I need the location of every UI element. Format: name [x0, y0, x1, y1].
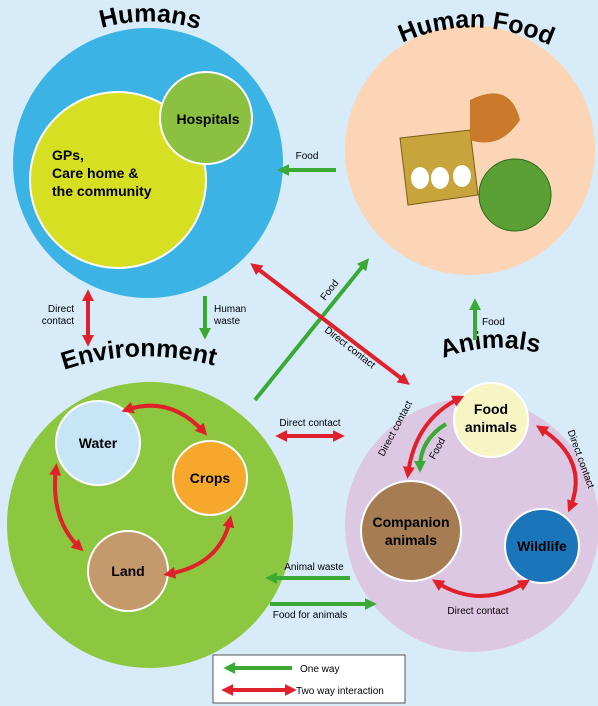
food-animals-line: animals [465, 419, 517, 435]
environment-title-path: Environment [58, 334, 221, 375]
label-line: Human [214, 304, 246, 315]
legend: One way Two way interaction [213, 655, 405, 703]
legend-label: Two way interaction [296, 686, 384, 697]
arrow [255, 262, 366, 400]
arrow-label: Direct contact [447, 606, 508, 617]
animals-title: Animals [436, 325, 543, 363]
food-animals-line: Food [474, 401, 508, 417]
environment-circle [7, 382, 293, 668]
animals-title-path: Animals [436, 325, 543, 363]
label-line: Direct [48, 304, 74, 315]
label-line: contact [42, 316, 74, 327]
environment-title: Environment [58, 334, 221, 375]
land: Land [111, 563, 144, 579]
companion-line: animals [385, 532, 437, 548]
arrow-label: Food for animals [273, 610, 347, 621]
diagram: Humans Human Food Environment Animals Ho… [0, 0, 598, 706]
arrow-label: Food [482, 317, 505, 328]
gps-line: GPs, [52, 147, 84, 163]
water: Water [79, 435, 118, 451]
legend-label: One way [300, 664, 339, 675]
hospitals: Hospitals [176, 111, 239, 127]
arrow-label: Food [296, 151, 319, 162]
arrow-label: Direct contact [279, 418, 340, 429]
page: Humans Human Food Environment Animals Ho… [0, 0, 598, 706]
arrow-label: Animal waste [284, 562, 344, 573]
arrow-label: Direct contact [322, 325, 377, 371]
companion-circle [361, 481, 461, 581]
wildlife: Wildlife [517, 538, 567, 554]
crops: Crops [190, 470, 231, 486]
label-line: waste [213, 316, 241, 327]
companion-line: Companion [373, 514, 450, 530]
gps-line: Care home & [52, 165, 138, 181]
gps-line: the community [52, 183, 152, 199]
